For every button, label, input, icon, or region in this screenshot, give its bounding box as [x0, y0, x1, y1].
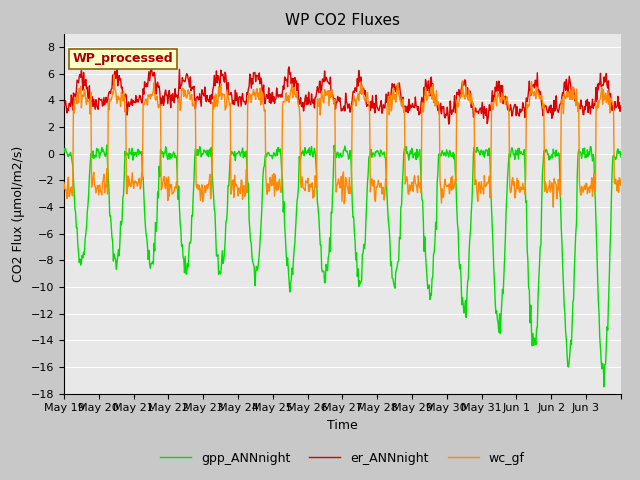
er_ANNnight [126, 101, 134, 107]
Y-axis label: CO2 Flux (μmol/m2/s): CO2 Flux (μmol/m2/s) [12, 145, 25, 282]
wc_gf [550, 204, 557, 210]
Line: wc_gf: wc_gf [64, 75, 621, 207]
er_ANNnight [445, 121, 452, 127]
wc_gf [60, 180, 68, 185]
er_ANNnight [277, 92, 285, 97]
Line: er_ANNnight: er_ANNnight [64, 64, 621, 124]
er_ANNnight [432, 97, 440, 103]
wc_gf [277, 190, 285, 195]
wc_gf [401, 105, 408, 110]
gpp_ANNnight [256, 240, 264, 245]
gpp_ANNnight [277, 156, 285, 161]
gpp_ANNnight [60, 149, 68, 155]
er_ANNnight [256, 81, 264, 87]
gpp_ANNnight [401, 146, 408, 152]
wc_gf [110, 72, 118, 78]
wc_gf [126, 181, 134, 187]
er_ANNnight [60, 102, 68, 108]
Title: WP CO2 Fluxes: WP CO2 Fluxes [285, 13, 400, 28]
wc_gf [432, 102, 440, 108]
Text: WP_processed: WP_processed [72, 52, 173, 65]
X-axis label: Time: Time [327, 419, 358, 432]
er_ANNnight [228, 101, 236, 107]
er_ANNnight [401, 107, 408, 113]
wc_gf [228, 178, 236, 184]
er_ANNnight [113, 61, 121, 67]
gpp_ANNnight [432, 219, 440, 225]
Line: gpp_ANNnight: gpp_ANNnight [64, 145, 621, 387]
gpp_ANNnight [228, 150, 236, 156]
er_ANNnight [617, 103, 625, 109]
gpp_ANNnight [126, 151, 134, 156]
wc_gf [256, 85, 264, 91]
wc_gf [617, 182, 625, 188]
gpp_ANNnight [600, 384, 608, 390]
Legend: gpp_ANNnight, er_ANNnight, wc_gf: gpp_ANNnight, er_ANNnight, wc_gf [155, 447, 530, 469]
gpp_ANNnight [617, 154, 625, 160]
gpp_ANNnight [103, 142, 111, 148]
